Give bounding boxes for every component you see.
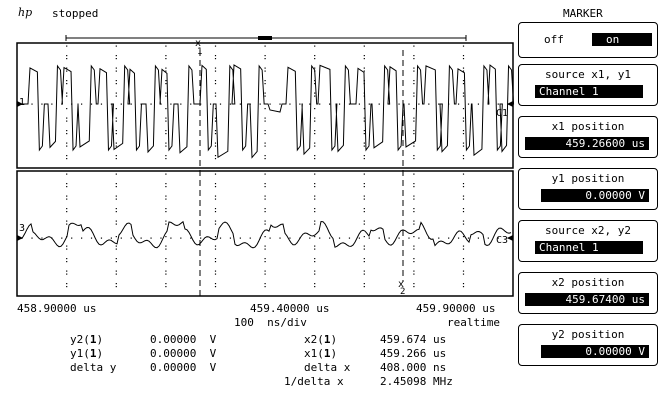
channel1-graticule <box>16 42 514 169</box>
ch3-right-arrow <box>507 235 513 241</box>
acquisition-status: stopped <box>52 7 99 20</box>
ch1-left-marker: 1 <box>19 97 26 108</box>
timebase-right: 459.90000 us <box>416 302 496 315</box>
acquisition-mode: realtime <box>447 316 500 329</box>
ch1-right-marker: C1 <box>496 108 509 119</box>
y2-position-label: y2 position <box>551 328 625 341</box>
x2-marker-number: 2 <box>400 287 406 297</box>
delta-y-label: delta y <box>70 361 117 374</box>
ch3-left-marker: 3 <box>19 223 26 234</box>
delta-x-label: delta x <box>304 361 351 374</box>
y1-readout-value: 0.00000 V <box>150 347 217 360</box>
hp-logo: hp <box>18 6 33 19</box>
ch3-right-marker: C3 <box>496 235 509 246</box>
x1-marker-label: x <box>195 38 202 49</box>
source-x2-y2-value[interactable]: Channel 1 <box>535 241 643 254</box>
source-x1-y1-value[interactable]: Channel 1 <box>535 85 643 98</box>
y1-position-value[interactable]: 0.00000 V <box>541 189 649 202</box>
ch1-ground-arrow <box>17 101 23 107</box>
marker-on-off-softkey[interactable]: off on <box>518 22 658 58</box>
inverse-delta-x-label: 1/delta x <box>284 375 344 388</box>
inverse-delta-x-value: 2.45098 MHz <box>380 375 453 388</box>
timebase-center: 459.40000 us <box>250 302 330 315</box>
x1-marker-number: 1 <box>197 47 203 57</box>
x2-position-softkey[interactable]: x2 position 459.67400 us <box>518 272 658 314</box>
channel3-trace <box>20 220 512 249</box>
y1-readout-label: y1(1) <box>70 347 104 360</box>
source-x1-y1-label: source x1, y1 <box>544 68 632 81</box>
marker-menu-title: MARKER <box>563 7 603 20</box>
timebase-left: 458.90000 us <box>17 302 97 315</box>
y2-readout-value: 0.00000 V <box>150 333 217 346</box>
x2-readout-value: 459.674 us <box>380 333 447 346</box>
x1-position-label: x1 position <box>551 120 625 133</box>
y2-position-softkey[interactable]: y2 position 0.00000 V <box>518 324 658 366</box>
ch1-right-arrow <box>507 101 513 107</box>
timebase-scale: 100 ns/div <box>234 316 307 329</box>
x1-readout-label: x1(1) <box>304 347 338 360</box>
ch3-ground-arrow <box>17 235 23 241</box>
x1-position-value[interactable]: 459.26600 us <box>525 137 649 150</box>
source-x2-y2-label: source x2, y2 <box>544 224 632 237</box>
x1-position-softkey[interactable]: x1 position 459.26600 us <box>518 116 658 158</box>
y2-readout-label: y2(1) <box>70 333 104 346</box>
y1-position-label: y1 position <box>551 172 625 185</box>
y1-position-softkey[interactable]: y1 position 0.00000 V <box>518 168 658 210</box>
delta-y-value: 0.00000 V <box>150 361 217 374</box>
marker-off-option[interactable]: off <box>544 33 564 46</box>
source-x2-y2-softkey[interactable]: source x2, y2 Channel 1 <box>518 220 658 262</box>
marker-on-option[interactable]: on <box>592 33 652 46</box>
x2-readout-label: x2(1) <box>304 333 338 346</box>
x2-position-label: x2 position <box>551 276 625 289</box>
channel1-trace <box>21 64 515 159</box>
x2-marker-label: x <box>398 279 405 290</box>
x2-position-value[interactable]: 459.67400 us <box>525 293 649 306</box>
x1-readout-value: 459.266 us <box>380 347 447 360</box>
source-x1-y1-softkey[interactable]: source x1, y1 Channel 1 <box>518 64 658 106</box>
delta-x-value: 408.000 ns <box>380 361 447 374</box>
y2-position-value[interactable]: 0.00000 V <box>541 345 649 358</box>
memory-bar <box>65 35 467 41</box>
channel3-graticule <box>16 170 514 297</box>
